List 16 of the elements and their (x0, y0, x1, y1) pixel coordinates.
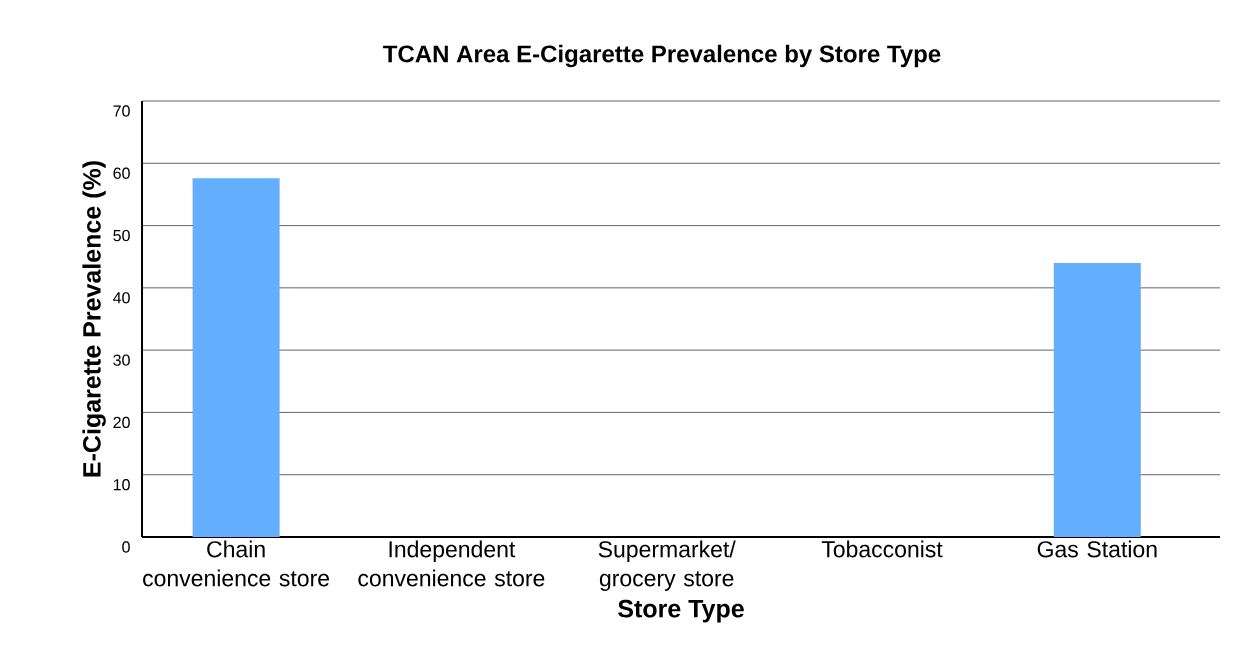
y-tick-label: 40 (113, 292, 130, 304)
y-axis-title: E-Cigarette Prevalence (%) (82, 161, 106, 477)
y-tick-label: 60 (113, 167, 130, 179)
y-tick-label: 70 (113, 105, 130, 117)
y-tick-label: 10 (113, 479, 130, 491)
chart-title: TCAN Area E-Cigarette Prevalence by Store Type (383, 44, 941, 68)
x-tick-label: Supermarket/ grocery store (598, 540, 736, 591)
y-tick-label: 20 (113, 416, 130, 429)
x-tick-label: Gas Station (1037, 540, 1157, 558)
x-axis-title: Store Type (618, 599, 744, 623)
y-tick-label: 50 (113, 229, 130, 242)
y-tick-label: 0 (122, 541, 130, 553)
x-tick-label: Independent convenience store (358, 540, 545, 587)
x-tick-label: Tobacconist (821, 540, 943, 558)
y-tick-label: 30 (113, 354, 130, 366)
x-tick-label: Chain convenience store (143, 540, 330, 587)
